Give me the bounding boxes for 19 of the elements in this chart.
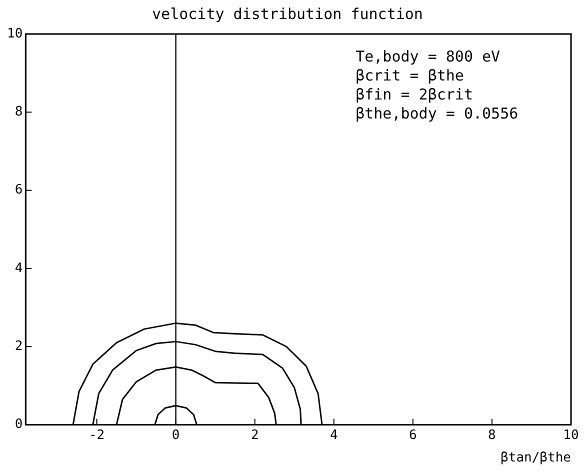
- y-tick-label: 0: [14, 417, 23, 432]
- y-tick-label: 10: [6, 26, 23, 42]
- x-tick-label: 2: [250, 428, 259, 443]
- x-tick-label: 4: [330, 428, 338, 443]
- x-axis-title: βtan/βthe: [500, 450, 572, 466]
- y-tick-label: 6: [14, 182, 23, 198]
- annotation: βcrit = βthe: [356, 66, 464, 84]
- x-tick-label: 0: [172, 428, 180, 443]
- chart-title: velocity distribution function: [152, 4, 423, 23]
- annotation: βthe,body = 0.0556: [356, 104, 518, 122]
- y-tick-label: 8: [14, 104, 23, 120]
- x-tick-label: 8: [488, 428, 496, 443]
- annotation: Te,body = 800 eV: [356, 47, 500, 66]
- y-tick-label: 4: [14, 260, 23, 276]
- y-tick-label: 2: [14, 339, 23, 354]
- x-tick-label: -2: [88, 428, 105, 443]
- x-tick-label: 10: [563, 428, 579, 443]
- annotation: βfin = 2βcrit: [356, 85, 473, 104]
- x-tick-label: 6: [409, 428, 417, 443]
